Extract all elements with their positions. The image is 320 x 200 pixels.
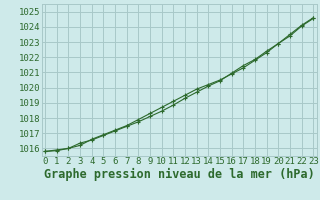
X-axis label: Graphe pression niveau de la mer (hPa): Graphe pression niveau de la mer (hPa)	[44, 168, 315, 181]
